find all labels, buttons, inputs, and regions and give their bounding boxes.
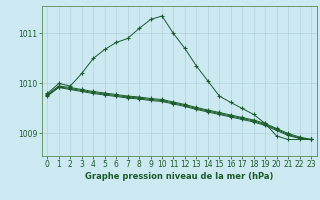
X-axis label: Graphe pression niveau de la mer (hPa): Graphe pression niveau de la mer (hPa): [85, 172, 273, 181]
